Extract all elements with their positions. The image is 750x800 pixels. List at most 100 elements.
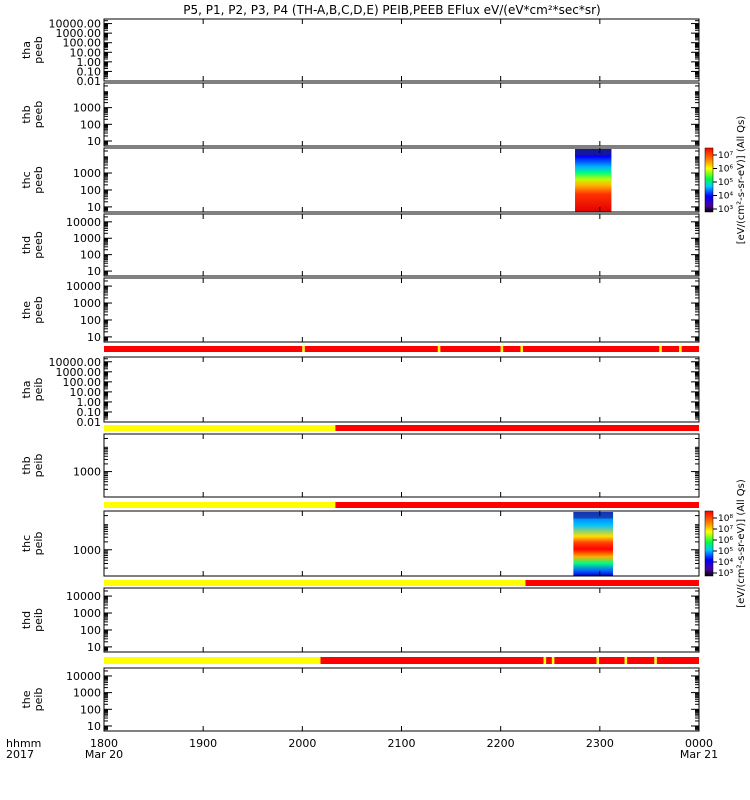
y-tick-label: 1000	[73, 687, 101, 700]
colorbar-tick-label: 10⁶	[718, 536, 733, 546]
status-segment	[302, 346, 305, 352]
y-tick-label: 100.00	[63, 37, 102, 50]
y-tick-label: 1000	[73, 102, 101, 115]
colorbar-label: [eV/(cm²-s-sr-eV)] (All Qs)	[736, 116, 747, 245]
colorbar-tick-label: 10⁷	[718, 151, 733, 161]
y-tick-label: 1000	[73, 232, 101, 245]
status-segment	[656, 657, 699, 664]
x-tick-label: 2000	[288, 737, 316, 750]
x-tick-label: 2200	[487, 737, 515, 750]
y-tick-label: 1000	[73, 607, 101, 620]
status-segment	[661, 346, 680, 352]
status-segment	[437, 346, 441, 352]
panel-thc-peib: 1000 thc peib	[20, 510, 700, 577]
status-segment	[525, 580, 699, 586]
y-tick-label: 10000.00	[49, 18, 102, 31]
y-tick-label: 10	[87, 641, 101, 654]
panel-product-label: peeb	[32, 101, 45, 129]
panel-frame	[103, 587, 700, 653]
colorbar-tick-label: 10⁵	[718, 547, 733, 557]
x-tick-label: 0000	[685, 737, 713, 750]
time-axis-year: 2017	[6, 748, 34, 761]
panel-probe-label: tha	[20, 380, 33, 398]
y-tick-label: 1000	[73, 466, 101, 479]
status-bars-layer	[104, 346, 699, 664]
colorbar-label: [eV/(cm²-s-sr-eV)] (All Qs)	[736, 479, 747, 608]
panel-thd-peeb: 10000 1000 100 10 thd peeb	[20, 213, 700, 278]
y-tick-label: 10000	[66, 280, 101, 293]
status-bar	[104, 657, 699, 664]
y-tick-label: 1.00	[77, 56, 102, 69]
status-segment	[335, 502, 699, 508]
y-tick-label: 100.00	[63, 376, 102, 389]
y-tick-label: 10	[87, 331, 101, 344]
y-tick-label: 10000.00	[49, 356, 102, 369]
panel-frame	[103, 82, 700, 147]
panel-probe-label: thc	[20, 171, 33, 188]
panel-product-label: peeb	[32, 296, 45, 324]
time-axis-label: hhmm	[6, 737, 41, 750]
status-segment	[659, 346, 662, 352]
spectrogram-block	[575, 149, 612, 212]
status-segment	[681, 346, 699, 352]
colorbar-tick-label: 10⁸	[718, 514, 733, 524]
y-tick-label: 1000	[73, 297, 101, 310]
colorbar-scale	[704, 510, 714, 577]
y-tick-label: 10.00	[70, 386, 102, 399]
panel-frame	[103, 277, 700, 343]
y-tick-label: 100	[80, 118, 101, 131]
colorbar-tick-label: 10³	[718, 205, 733, 215]
y-tick-label: 10000	[66, 590, 101, 603]
colorbar-tick-label: 10⁴	[718, 558, 733, 568]
status-segment	[335, 425, 699, 431]
panel-product-label: peeb	[32, 231, 45, 259]
panel-the-peeb: 10000 1000 100 10 the peeb	[20, 277, 700, 344]
panel-frame	[103, 356, 700, 423]
status-segment	[503, 346, 521, 352]
colorbar-tick-label: 10⁴	[718, 192, 733, 202]
panel-product-label: peib	[32, 532, 45, 556]
status-segment	[104, 425, 336, 431]
panel-probe-label: the	[20, 690, 33, 708]
status-bar	[104, 580, 699, 586]
y-tick-label: 0.01	[77, 75, 102, 88]
y-tick-label: 100	[80, 184, 101, 197]
status-segment	[599, 657, 625, 664]
y-tick-label: 1000.00	[56, 27, 102, 40]
colorbar-tick-label: 10⁶	[718, 165, 733, 175]
status-segment	[104, 657, 321, 664]
panel-probe-label: thb	[20, 456, 33, 474]
panel-thb-peib: 1000 thb peib	[20, 433, 700, 498]
spectrogram-top-strip	[573, 512, 614, 519]
status-segment	[654, 657, 657, 664]
status-segment	[440, 346, 501, 352]
status-segment	[543, 657, 547, 664]
panel-probe-label: thb	[20, 105, 33, 123]
spectrogram-block	[573, 512, 614, 576]
x-tick-sublabel: Mar 20	[85, 748, 123, 761]
panel-product-label: peib	[32, 378, 45, 402]
panel-thc-peeb: 1000 100 10 thc peeb	[20, 147, 700, 214]
colorbar: 10³ 10⁴ 10⁵ 10⁶ 10⁷ [eV/(cm²-s-sr-eV)] (All Q…	[704, 116, 747, 245]
panel-thb-peeb: 1000 100 10 thb peeb	[20, 82, 700, 148]
y-tick-label: 1000.00	[56, 366, 102, 379]
panel-frame	[103, 667, 700, 732]
status-segment	[624, 657, 628, 664]
y-tick-label: 100	[80, 624, 101, 637]
panel-frame	[103, 433, 700, 498]
status-bar	[104, 346, 699, 352]
status-segment	[679, 346, 682, 352]
status-bar	[104, 502, 699, 508]
status-segment	[304, 346, 438, 352]
status-segment	[104, 580, 526, 586]
y-tick-label: 1.00	[77, 396, 102, 409]
status-segment	[500, 346, 504, 352]
y-tick-label: 1000	[73, 544, 101, 557]
x-tick-sublabel: Mar 21	[680, 748, 718, 761]
status-segment	[520, 346, 523, 352]
